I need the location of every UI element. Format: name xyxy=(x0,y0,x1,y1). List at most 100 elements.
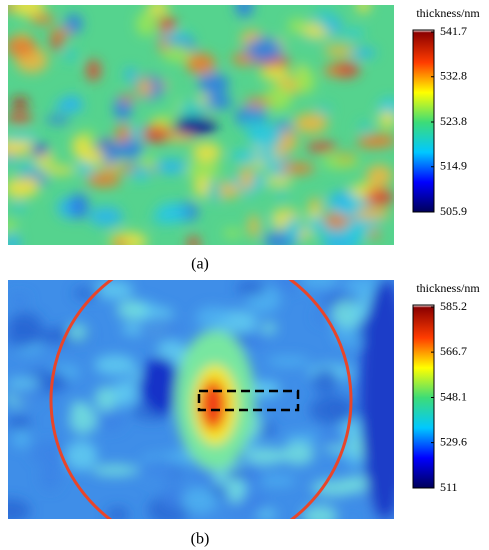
heat-blob xyxy=(276,189,287,200)
heat-blob xyxy=(242,461,262,490)
heat-blob xyxy=(65,440,98,471)
heat-blob xyxy=(11,5,45,18)
heat-blob xyxy=(184,162,222,178)
colorbar-tick-label: 523.8 xyxy=(440,114,467,128)
heat-blob xyxy=(356,5,371,13)
heat-blob xyxy=(181,486,218,514)
heat-blob xyxy=(79,148,106,165)
heat-blob xyxy=(230,149,264,163)
heat-blob xyxy=(245,37,283,62)
heat-blob xyxy=(191,142,222,163)
heat-blob xyxy=(288,18,307,34)
heat-blob xyxy=(360,280,394,519)
heat-blob xyxy=(265,176,293,186)
heat-blob xyxy=(300,280,341,290)
heat-blob xyxy=(8,322,39,348)
heat-blob xyxy=(111,380,138,407)
colorbar-tick-label: 541.7 xyxy=(440,24,467,38)
heat-blob xyxy=(305,141,337,153)
heat-blob xyxy=(86,172,122,188)
heat-blob xyxy=(155,202,189,224)
heat-blob xyxy=(8,498,31,519)
heat-blob xyxy=(309,395,356,425)
heat-blob xyxy=(260,322,278,334)
heat-blob xyxy=(119,94,135,103)
heat-blob xyxy=(358,121,372,133)
heat-blob xyxy=(248,214,260,239)
heat-blob xyxy=(102,163,126,172)
heat-blob xyxy=(49,28,71,38)
heat-blob xyxy=(200,380,226,430)
heat-blob xyxy=(116,299,146,320)
caption: (a) xyxy=(191,256,209,273)
heat-blob xyxy=(140,357,180,413)
colorbar-label: thickness/nm xyxy=(416,6,480,20)
heat-blob xyxy=(94,354,137,376)
heat-blob xyxy=(264,85,292,111)
heat-blob xyxy=(173,117,217,135)
colorbar-tick-label: 514.9 xyxy=(440,158,467,172)
heat-blob xyxy=(365,188,394,207)
heat-blob xyxy=(40,165,76,175)
heat-blob xyxy=(261,144,277,169)
heat-blob xyxy=(157,16,177,32)
heat-blob xyxy=(32,144,48,156)
heat-blob xyxy=(177,100,210,122)
heat-blob xyxy=(8,220,18,232)
heat-blob xyxy=(8,414,32,431)
colorbar xyxy=(412,29,435,213)
heat-blob xyxy=(91,280,134,300)
heat-blob xyxy=(8,233,21,245)
heat-blob xyxy=(314,430,351,447)
heat-blob xyxy=(348,47,377,59)
heat-blob xyxy=(147,5,169,16)
heat-blob xyxy=(347,306,374,318)
heat-blob xyxy=(323,65,342,76)
heat-blob xyxy=(109,231,148,245)
heat-blob xyxy=(91,464,139,477)
heat-blob xyxy=(40,462,61,491)
heatmap-b xyxy=(8,280,394,519)
heat-blob xyxy=(311,479,358,497)
colorbar xyxy=(412,304,435,489)
heat-blob xyxy=(8,112,33,124)
colorbar-tick-label: 532.8 xyxy=(440,68,467,82)
heat-blob xyxy=(248,124,283,149)
heat-blob xyxy=(368,229,380,239)
heat-blob xyxy=(163,43,191,63)
heat-blob xyxy=(266,356,311,367)
heat-blob xyxy=(95,407,125,431)
heat-blob xyxy=(274,280,301,293)
heat-blob xyxy=(258,475,296,487)
heat-blob xyxy=(226,478,244,504)
heat-blob xyxy=(223,228,242,238)
heat-blob xyxy=(365,164,393,187)
region-circle xyxy=(49,280,353,519)
heat-blob xyxy=(336,202,358,217)
heat-blob xyxy=(138,458,180,483)
heat-blob xyxy=(63,48,77,63)
heat-blob xyxy=(12,200,26,213)
heat-blob xyxy=(136,12,156,36)
heat-blob xyxy=(141,125,173,143)
heat-blob xyxy=(356,136,384,148)
heat-blob xyxy=(280,162,315,175)
colorbar-tick-label: 585.2 xyxy=(440,299,467,313)
heat-blob xyxy=(88,206,123,227)
heat-blob xyxy=(235,5,254,18)
heat-blob xyxy=(282,442,315,466)
heat-blob xyxy=(186,52,216,75)
heat-blob xyxy=(8,133,39,142)
heat-blob xyxy=(205,94,233,110)
heat-blob xyxy=(236,281,266,296)
heat-blob xyxy=(19,175,40,197)
heat-blob xyxy=(378,110,394,129)
heat-blob xyxy=(50,33,63,51)
heat-blob xyxy=(316,104,333,114)
heat-blob xyxy=(8,35,37,58)
heat-blob xyxy=(239,166,254,191)
heat-blob xyxy=(65,13,83,34)
heat-blob xyxy=(331,300,364,328)
colorbar-tick-label: 548.1 xyxy=(440,389,467,403)
